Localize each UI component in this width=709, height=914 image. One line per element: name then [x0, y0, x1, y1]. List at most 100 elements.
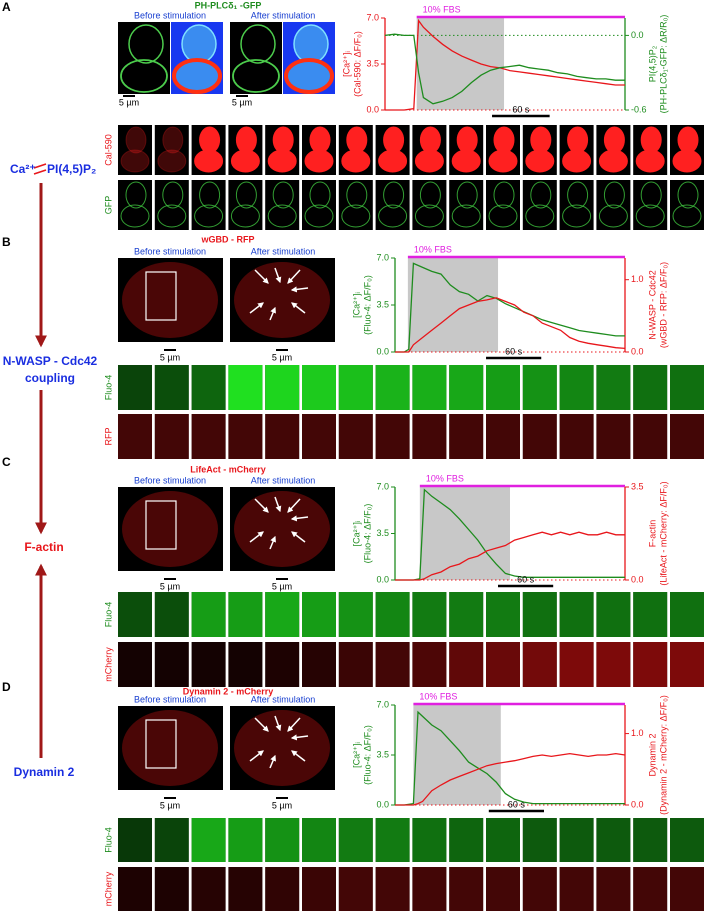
strip-frame	[670, 867, 704, 911]
strip-cell	[230, 149, 260, 173]
strip-signal	[633, 818, 668, 862]
strip-cell	[603, 181, 625, 209]
strip-signal	[118, 867, 152, 911]
strip-signal	[191, 365, 226, 410]
strip-signal	[265, 414, 300, 459]
strip-frame	[375, 642, 410, 687]
strip-frame	[449, 414, 484, 459]
strip-frame	[596, 818, 631, 862]
cell-outline	[240, 24, 276, 64]
y2-tick-label: 0.0	[631, 30, 644, 40]
strip-signal	[302, 365, 336, 410]
y2-axis-label: (Dynamin 2 - mCherry: ΔF/F₀)	[658, 695, 668, 815]
strip-cell	[635, 149, 665, 173]
arrow	[254, 498, 269, 513]
before-label: Before stimulation	[134, 694, 206, 704]
strip-cell	[419, 181, 441, 209]
strip-cell	[235, 126, 257, 154]
strip-signal	[633, 867, 668, 911]
strip-cell	[304, 149, 334, 173]
strip-cell	[309, 181, 331, 209]
cell-outline	[128, 24, 164, 64]
strip-signal	[449, 592, 484, 637]
strip-signal	[522, 867, 557, 911]
stimulus-shade	[416, 18, 505, 110]
y2-tick-label: -0.6	[631, 104, 647, 114]
strip-signal	[302, 592, 336, 637]
strip-signal	[522, 642, 557, 687]
strip-frame	[154, 414, 189, 459]
strip-signal	[596, 592, 631, 637]
arrow	[254, 717, 269, 732]
strip-cell	[677, 126, 699, 154]
strip-signal	[522, 414, 557, 459]
strip-signal	[559, 365, 594, 410]
strip-cell	[230, 204, 260, 228]
arrow	[287, 717, 301, 732]
micrograph	[230, 22, 282, 94]
scale-bar-label: 5 µm	[272, 581, 292, 591]
scale-bar-label: 5 µm	[272, 352, 292, 362]
trace	[395, 488, 625, 581]
before-label: Before stimulation	[134, 10, 206, 20]
strip-frame	[633, 867, 668, 911]
strip-signal	[412, 867, 447, 911]
strip-signal	[154, 414, 189, 459]
strip-frame	[191, 867, 226, 911]
row-label: Fluo-4	[103, 827, 113, 853]
cell-outline	[293, 24, 329, 64]
strip-signal	[670, 365, 704, 410]
y-tick-label: 3.5	[376, 528, 389, 538]
cell	[122, 262, 218, 338]
strip-cell	[383, 181, 405, 209]
cell	[122, 491, 218, 567]
image-title: PH-PLCδ₁ -GFP	[195, 0, 262, 10]
strip-frame	[118, 818, 152, 862]
y-tick-label: 0.0	[366, 104, 379, 114]
strip-signal	[596, 818, 631, 862]
arrow	[290, 286, 309, 293]
strip-cell	[488, 149, 518, 173]
y-tick-label: 7.0	[376, 252, 389, 262]
strip-frame	[118, 642, 152, 687]
strip-signal	[375, 642, 410, 687]
strip-signal	[302, 642, 336, 687]
arrow	[249, 750, 264, 762]
strip-cell	[304, 204, 334, 228]
strip-signal	[118, 818, 152, 862]
strip-signal	[375, 592, 410, 637]
strip-signal	[412, 365, 447, 410]
strip-signal	[191, 818, 226, 862]
strip-frame	[633, 818, 668, 862]
scale-bar-label: 5 µm	[160, 352, 180, 362]
strip-cell	[562, 204, 592, 228]
strip-frame	[154, 867, 189, 911]
strip-signal	[486, 414, 520, 459]
strip-frame	[338, 867, 373, 911]
panel-label: A	[2, 0, 11, 14]
strip-cell	[199, 181, 221, 209]
strip-cell	[414, 204, 444, 228]
strip-signal	[265, 592, 300, 637]
strip-signal	[191, 592, 226, 637]
y-tick-label: 7.0	[376, 481, 389, 491]
strip-frame	[154, 365, 189, 410]
cell-outline	[172, 58, 222, 94]
arrow	[249, 302, 264, 314]
strip-cell	[640, 181, 662, 209]
y-tick-label: 3.5	[366, 58, 379, 68]
arrow	[291, 750, 306, 762]
strip-signal	[228, 592, 263, 637]
strip-signal	[191, 642, 226, 687]
strip-signal	[633, 414, 668, 459]
strip-cell	[199, 126, 221, 154]
pathway-pip2: PI(4,5)P₂	[47, 162, 96, 176]
strip-signal	[670, 642, 704, 687]
strip-cell	[493, 181, 515, 209]
strip-signal	[486, 818, 520, 862]
strip-cell	[378, 149, 408, 173]
row-label: Fluo-4	[103, 602, 113, 628]
equilibrium-arrow	[33, 163, 47, 169]
strip-cell	[488, 204, 518, 228]
